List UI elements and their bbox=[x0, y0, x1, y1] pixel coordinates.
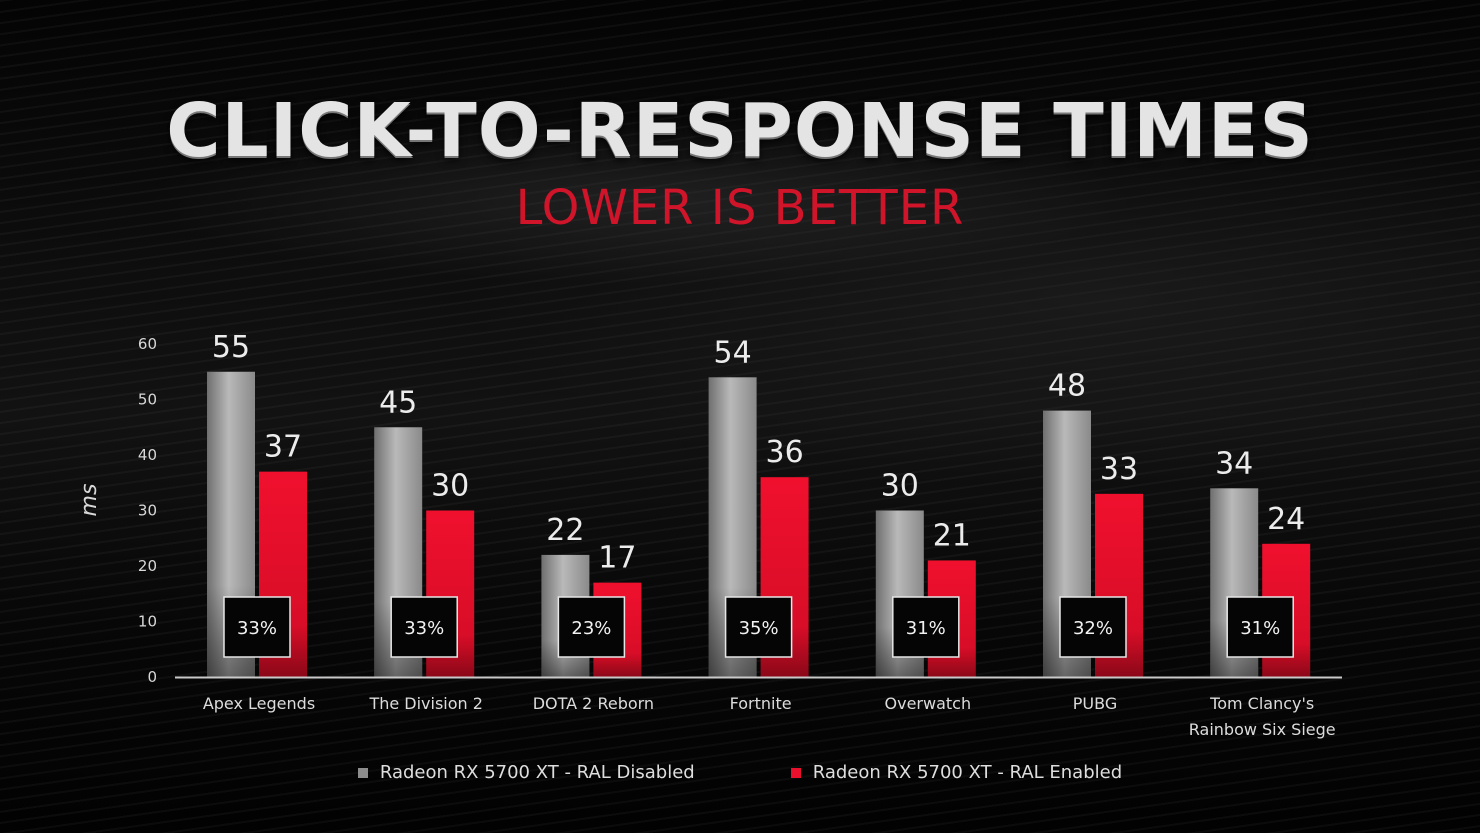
improvement-box bbox=[223, 596, 291, 658]
legend-item-disabled: Radeon RX 5700 XT - RAL Disabled bbox=[357, 762, 695, 783]
category-label: Fortnite bbox=[730, 694, 792, 713]
improvement-label: 32% bbox=[1073, 618, 1113, 639]
improvement-box bbox=[892, 596, 960, 658]
improvement-box bbox=[557, 596, 626, 658]
improvement-box bbox=[1226, 596, 1294, 658]
plot-area: 0 10 20 30 40 50 60 ms 55 37 33% Apex Legends 45 30 33… bbox=[77, 330, 1342, 739]
improvement-label: 31% bbox=[1240, 618, 1280, 639]
y-tick-label: 30 bbox=[138, 502, 157, 520]
improvement-box bbox=[1059, 596, 1127, 658]
improvement-label: 33% bbox=[404, 618, 444, 639]
data-label-ral-enabled: 37 bbox=[264, 430, 302, 465]
legend-label-disabled: Radeon RX 5700 XT - RAL Disabled bbox=[379, 762, 695, 783]
improvement-label: 33% bbox=[237, 618, 277, 639]
improvement-label: 23% bbox=[571, 618, 611, 639]
data-label-ral-enabled: 33 bbox=[1100, 452, 1138, 487]
legend-swatch-enabled bbox=[790, 767, 801, 778]
data-label-ral-disabled: 22 bbox=[546, 513, 584, 548]
category-label: Tom Clancy's bbox=[1209, 694, 1314, 713]
y-tick-label: 10 bbox=[138, 613, 157, 631]
category-label: Rainbow Six Siege bbox=[1189, 720, 1336, 739]
data-label-ral-disabled: 48 bbox=[1048, 369, 1086, 404]
legend: Radeon RX 5700 XT - RAL Disabled Radeon … bbox=[0, 762, 1480, 783]
legend-label-enabled: Radeon RX 5700 XT - RAL Enabled bbox=[812, 762, 1123, 783]
y-tick-label: 0 bbox=[147, 668, 157, 686]
slide-subtitle: LOWER IS BETTER bbox=[515, 180, 965, 236]
data-label-ral-disabled: 54 bbox=[714, 335, 752, 370]
category-label: DOTA 2 Reborn bbox=[533, 694, 654, 713]
data-label-ral-enabled: 17 bbox=[598, 541, 636, 576]
data-label-ral-enabled: 21 bbox=[933, 518, 971, 553]
category-label: PUBG bbox=[1073, 694, 1117, 713]
category-label: Apex Legends bbox=[203, 694, 315, 713]
y-tick-label: 60 bbox=[138, 335, 157, 353]
legend-swatch-disabled bbox=[357, 767, 368, 778]
improvement-box bbox=[390, 596, 458, 658]
y-tick-label: 40 bbox=[138, 446, 157, 464]
improvement-label: 35% bbox=[739, 618, 779, 639]
improvement-label: 31% bbox=[906, 618, 946, 639]
y-axis-label: ms bbox=[77, 484, 102, 517]
data-label-ral-disabled: 34 bbox=[1215, 446, 1253, 481]
legend-item-enabled: Radeon RX 5700 XT - RAL Enabled bbox=[790, 762, 1123, 783]
data-label-ral-enabled: 30 bbox=[431, 469, 469, 504]
category-label: Overwatch bbox=[885, 694, 972, 713]
category-label: The Division 2 bbox=[368, 694, 483, 713]
data-label-ral-enabled: 36 bbox=[766, 435, 804, 470]
improvement-box bbox=[724, 596, 793, 658]
y-tick-label: 20 bbox=[138, 557, 157, 575]
data-label-ral-disabled: 55 bbox=[212, 330, 250, 365]
data-label-ral-disabled: 30 bbox=[881, 469, 919, 504]
y-tick-label: 50 bbox=[138, 391, 157, 409]
data-label-ral-disabled: 45 bbox=[379, 385, 417, 420]
data-label-ral-enabled: 24 bbox=[1267, 502, 1305, 537]
slide-title: CLICK-TO-RESPONSE TIMES bbox=[166, 88, 1314, 174]
